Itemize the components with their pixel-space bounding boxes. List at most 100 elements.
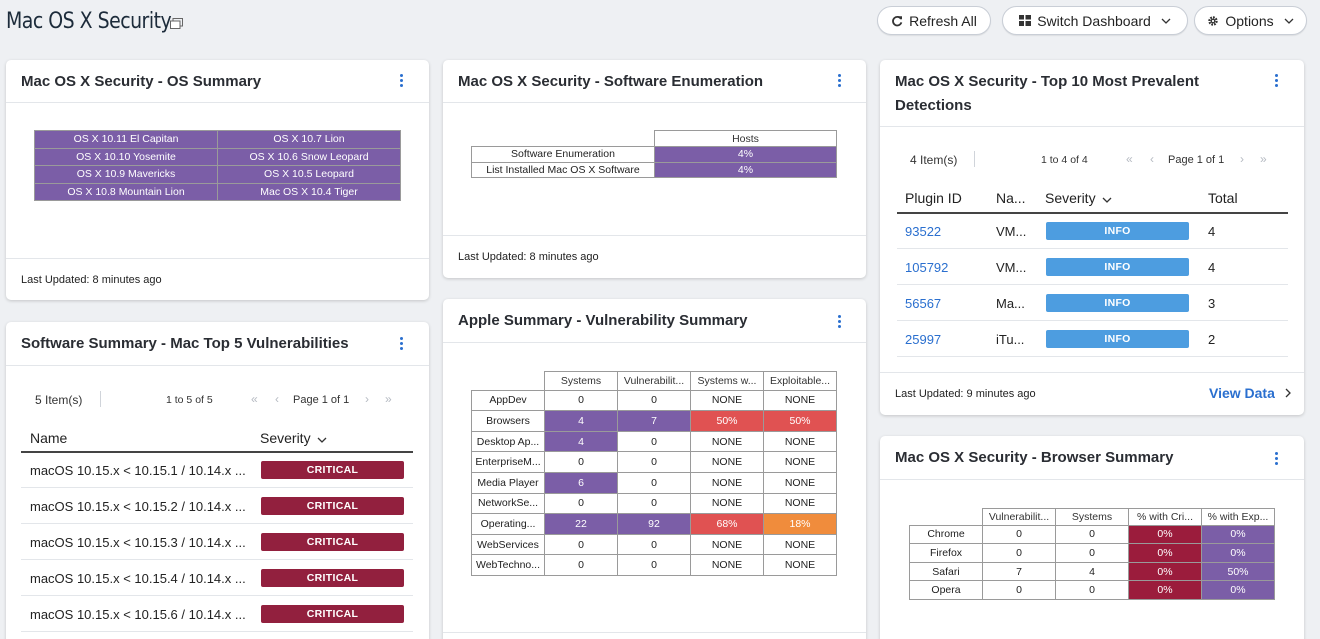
page-label: Page 1 of 1 xyxy=(293,394,350,406)
card-footer: Last Updated: 8 minutes ago xyxy=(443,235,866,278)
card-title: Apple Summary - Vulnerability Summary xyxy=(458,312,748,329)
col-total[interactable]: Total xyxy=(1208,190,1238,206)
browser-summary-matrix: Vulnerabilit... Systems% with Cri...% wit… xyxy=(909,508,1275,600)
plugin-id-link[interactable]: 105792 xyxy=(905,260,949,275)
matrix-cell: OS X 10.10 Yosemite xyxy=(34,147,218,166)
kebab-menu-icon[interactable] xyxy=(1275,74,1279,89)
chevron-down-icon xyxy=(1284,18,1294,24)
options-button[interactable]: Options xyxy=(1194,6,1307,35)
matrix-column-header: % with Cri... xyxy=(1128,508,1202,526)
card-footer: Last Updated: 9 minutes ago View Data xyxy=(880,372,1304,415)
vulnerability-summary-matrix: Systems Vulnerabilit... Systems w... Exploi… xyxy=(471,371,837,576)
next-page-icon[interactable]: › xyxy=(1240,152,1244,166)
table-row[interactable]: 93522 VM... INFO 4 xyxy=(897,213,1288,249)
plugin-id-link[interactable]: 25997 xyxy=(905,332,942,347)
item-count: 5 Item(s) xyxy=(35,393,83,407)
first-page-icon[interactable]: « xyxy=(1126,152,1133,166)
matrix-cell: NONE xyxy=(690,451,764,473)
kebab-menu-icon[interactable] xyxy=(1275,452,1279,467)
col-plugin-id[interactable]: Plugin ID xyxy=(905,190,962,206)
copy-icon[interactable] xyxy=(170,18,183,29)
kebab-menu-icon[interactable] xyxy=(838,315,842,330)
kebab-menu-icon[interactable] xyxy=(838,74,842,89)
table-row[interactable]: macOS 10.15.x < 10.15.4 / 10.14.x ... CRI… xyxy=(21,560,413,596)
matrix-row-label: List Installed Mac OS X Software xyxy=(471,161,655,178)
col-severity-label: Severity xyxy=(1045,190,1096,206)
prev-page-icon[interactable]: ‹ xyxy=(275,392,279,406)
matrix-row: Media Player 6 0 NONE NONE xyxy=(471,471,837,494)
col-severity[interactable]: Severity xyxy=(1045,190,1112,206)
matrix-cell: NONE xyxy=(690,471,764,494)
card-header: Software Summary - Mac Top 5 Vulnerabili… xyxy=(6,322,429,366)
table-row[interactable]: 105792 VM... INFO 4 xyxy=(897,249,1288,285)
divider xyxy=(100,391,101,407)
kebab-menu-icon[interactable] xyxy=(400,74,404,89)
matrix-column-header: Systems xyxy=(1055,508,1129,526)
matrix-column-header: Hosts xyxy=(654,130,837,147)
grid-icon xyxy=(1019,15,1032,26)
matrix-cell: 0 xyxy=(617,492,691,515)
options-label: Options xyxy=(1225,12,1274,29)
plugin-id-link[interactable]: 93522 xyxy=(905,224,942,239)
table-row[interactable]: macOS 10.15.x < 10.15.3 / 10.14.x ... CRI… xyxy=(21,524,413,560)
matrix-row: Safari 7 4 0% 50% xyxy=(909,561,1275,582)
prev-page-icon[interactable]: ‹ xyxy=(1150,152,1154,166)
first-page-icon[interactable]: « xyxy=(251,392,258,406)
last-page-icon[interactable]: » xyxy=(1260,152,1267,166)
card-header: Mac OS X Security - Browser Summary xyxy=(880,436,1304,480)
matrix-row: Browsers 4 7 50% 50% xyxy=(471,410,837,432)
last-page-icon[interactable]: » xyxy=(385,392,392,406)
refresh-all-label: Refresh All xyxy=(909,12,977,29)
matrix-row: Chrome 0 0 0% 0% xyxy=(909,524,1275,545)
matrix-corner xyxy=(472,131,655,147)
vulnerability-name: macOS 10.15.x < 10.15.3 / 10.14.x ... xyxy=(30,535,246,550)
card-title: Mac OS X Security - Browser Summary xyxy=(895,449,1174,466)
table-row[interactable]: macOS 10.15.x < 10.15.6 / 10.14.x ... CRI… xyxy=(21,596,413,632)
matrix-cell: NONE xyxy=(690,554,764,576)
matrix-cell: 0 xyxy=(982,580,1056,600)
matrix-cell: Mac OS X 10.4 Tiger xyxy=(217,182,401,201)
view-data-link[interactable]: View Data xyxy=(1209,385,1291,401)
card-footer xyxy=(443,632,866,639)
col-severity[interactable]: Severity xyxy=(260,430,327,446)
matrix-corner xyxy=(910,509,983,526)
title-line-2: Detections xyxy=(895,97,972,114)
total-count: 4 xyxy=(1208,224,1216,239)
next-page-icon[interactable]: › xyxy=(365,392,369,406)
col-name[interactable]: Name xyxy=(30,430,68,446)
os-summary-matrix: OS X 10.11 El Capitan OS X 10.7 Lion OS X … xyxy=(34,130,401,201)
software-enumeration-matrix: Hosts Software Enumeration 4% List Installe… xyxy=(471,130,837,178)
matrix-cell: 4 xyxy=(544,430,618,453)
table-row[interactable]: macOS 10.15.x < 10.15.2 / 10.14.x ... CRI… xyxy=(21,488,413,524)
last-updated: Last Updated: 8 minutes ago xyxy=(21,274,162,286)
plugin-id-link[interactable]: 56567 xyxy=(905,296,942,311)
total-count: 2 xyxy=(1208,332,1216,347)
matrix-cell: 7 xyxy=(982,561,1056,582)
matrix-header-row: Systems Vulnerabilit... Systems w... Exploi… xyxy=(472,371,837,391)
matrix-row-label: EnterpriseM... xyxy=(471,451,545,473)
refresh-all-button[interactable]: Refresh All xyxy=(877,6,991,35)
table-row[interactable]: 56567 Ma... INFO 3 xyxy=(897,285,1288,321)
card-header: Mac OS X Security - Top 10 Most Prevalen… xyxy=(880,60,1304,127)
severity-badge: INFO xyxy=(1046,222,1189,240)
matrix-row: Opera 0 0 0% 0% xyxy=(909,580,1275,600)
matrix-row: EnterpriseM... 0 0 NONE NONE xyxy=(471,451,837,473)
matrix-cell: OS X 10.11 El Capitan xyxy=(34,130,218,149)
matrix-row: NetworkSe... 0 0 NONE NONE xyxy=(471,492,837,515)
table-row[interactable]: 25997 iTu... INFO 2 xyxy=(897,321,1288,357)
matrix-row: Software Enumeration 4% xyxy=(471,146,837,163)
matrix-cell: NONE xyxy=(763,451,837,473)
vulnerability-name: macOS 10.15.x < 10.15.6 / 10.14.x ... xyxy=(30,607,246,622)
card-footer: Last Updated: 8 minutes ago xyxy=(6,258,429,300)
card-header: Mac OS X Security - Software Enumeration xyxy=(443,60,866,103)
col-name[interactable]: Na... xyxy=(996,190,1026,206)
card-title: Software Summary - Mac Top 5 Vulnerabili… xyxy=(21,335,349,352)
browser-summary-card: Mac OS X Security - Browser Summary Vuln… xyxy=(880,436,1304,639)
matrix-row-label: Browsers xyxy=(471,410,545,432)
switch-dashboard-button[interactable]: Switch Dashboard xyxy=(1002,6,1188,35)
matrix-cell: 0% xyxy=(1201,543,1275,563)
severity-badge: INFO xyxy=(1046,330,1189,348)
table-row[interactable]: macOS 10.15.x < 10.15.1 / 10.14.x ... CRI… xyxy=(21,452,413,488)
vulnerability-name: macOS 10.15.x < 10.15.1 / 10.14.x ... xyxy=(30,463,246,478)
kebab-menu-icon[interactable] xyxy=(400,337,404,352)
